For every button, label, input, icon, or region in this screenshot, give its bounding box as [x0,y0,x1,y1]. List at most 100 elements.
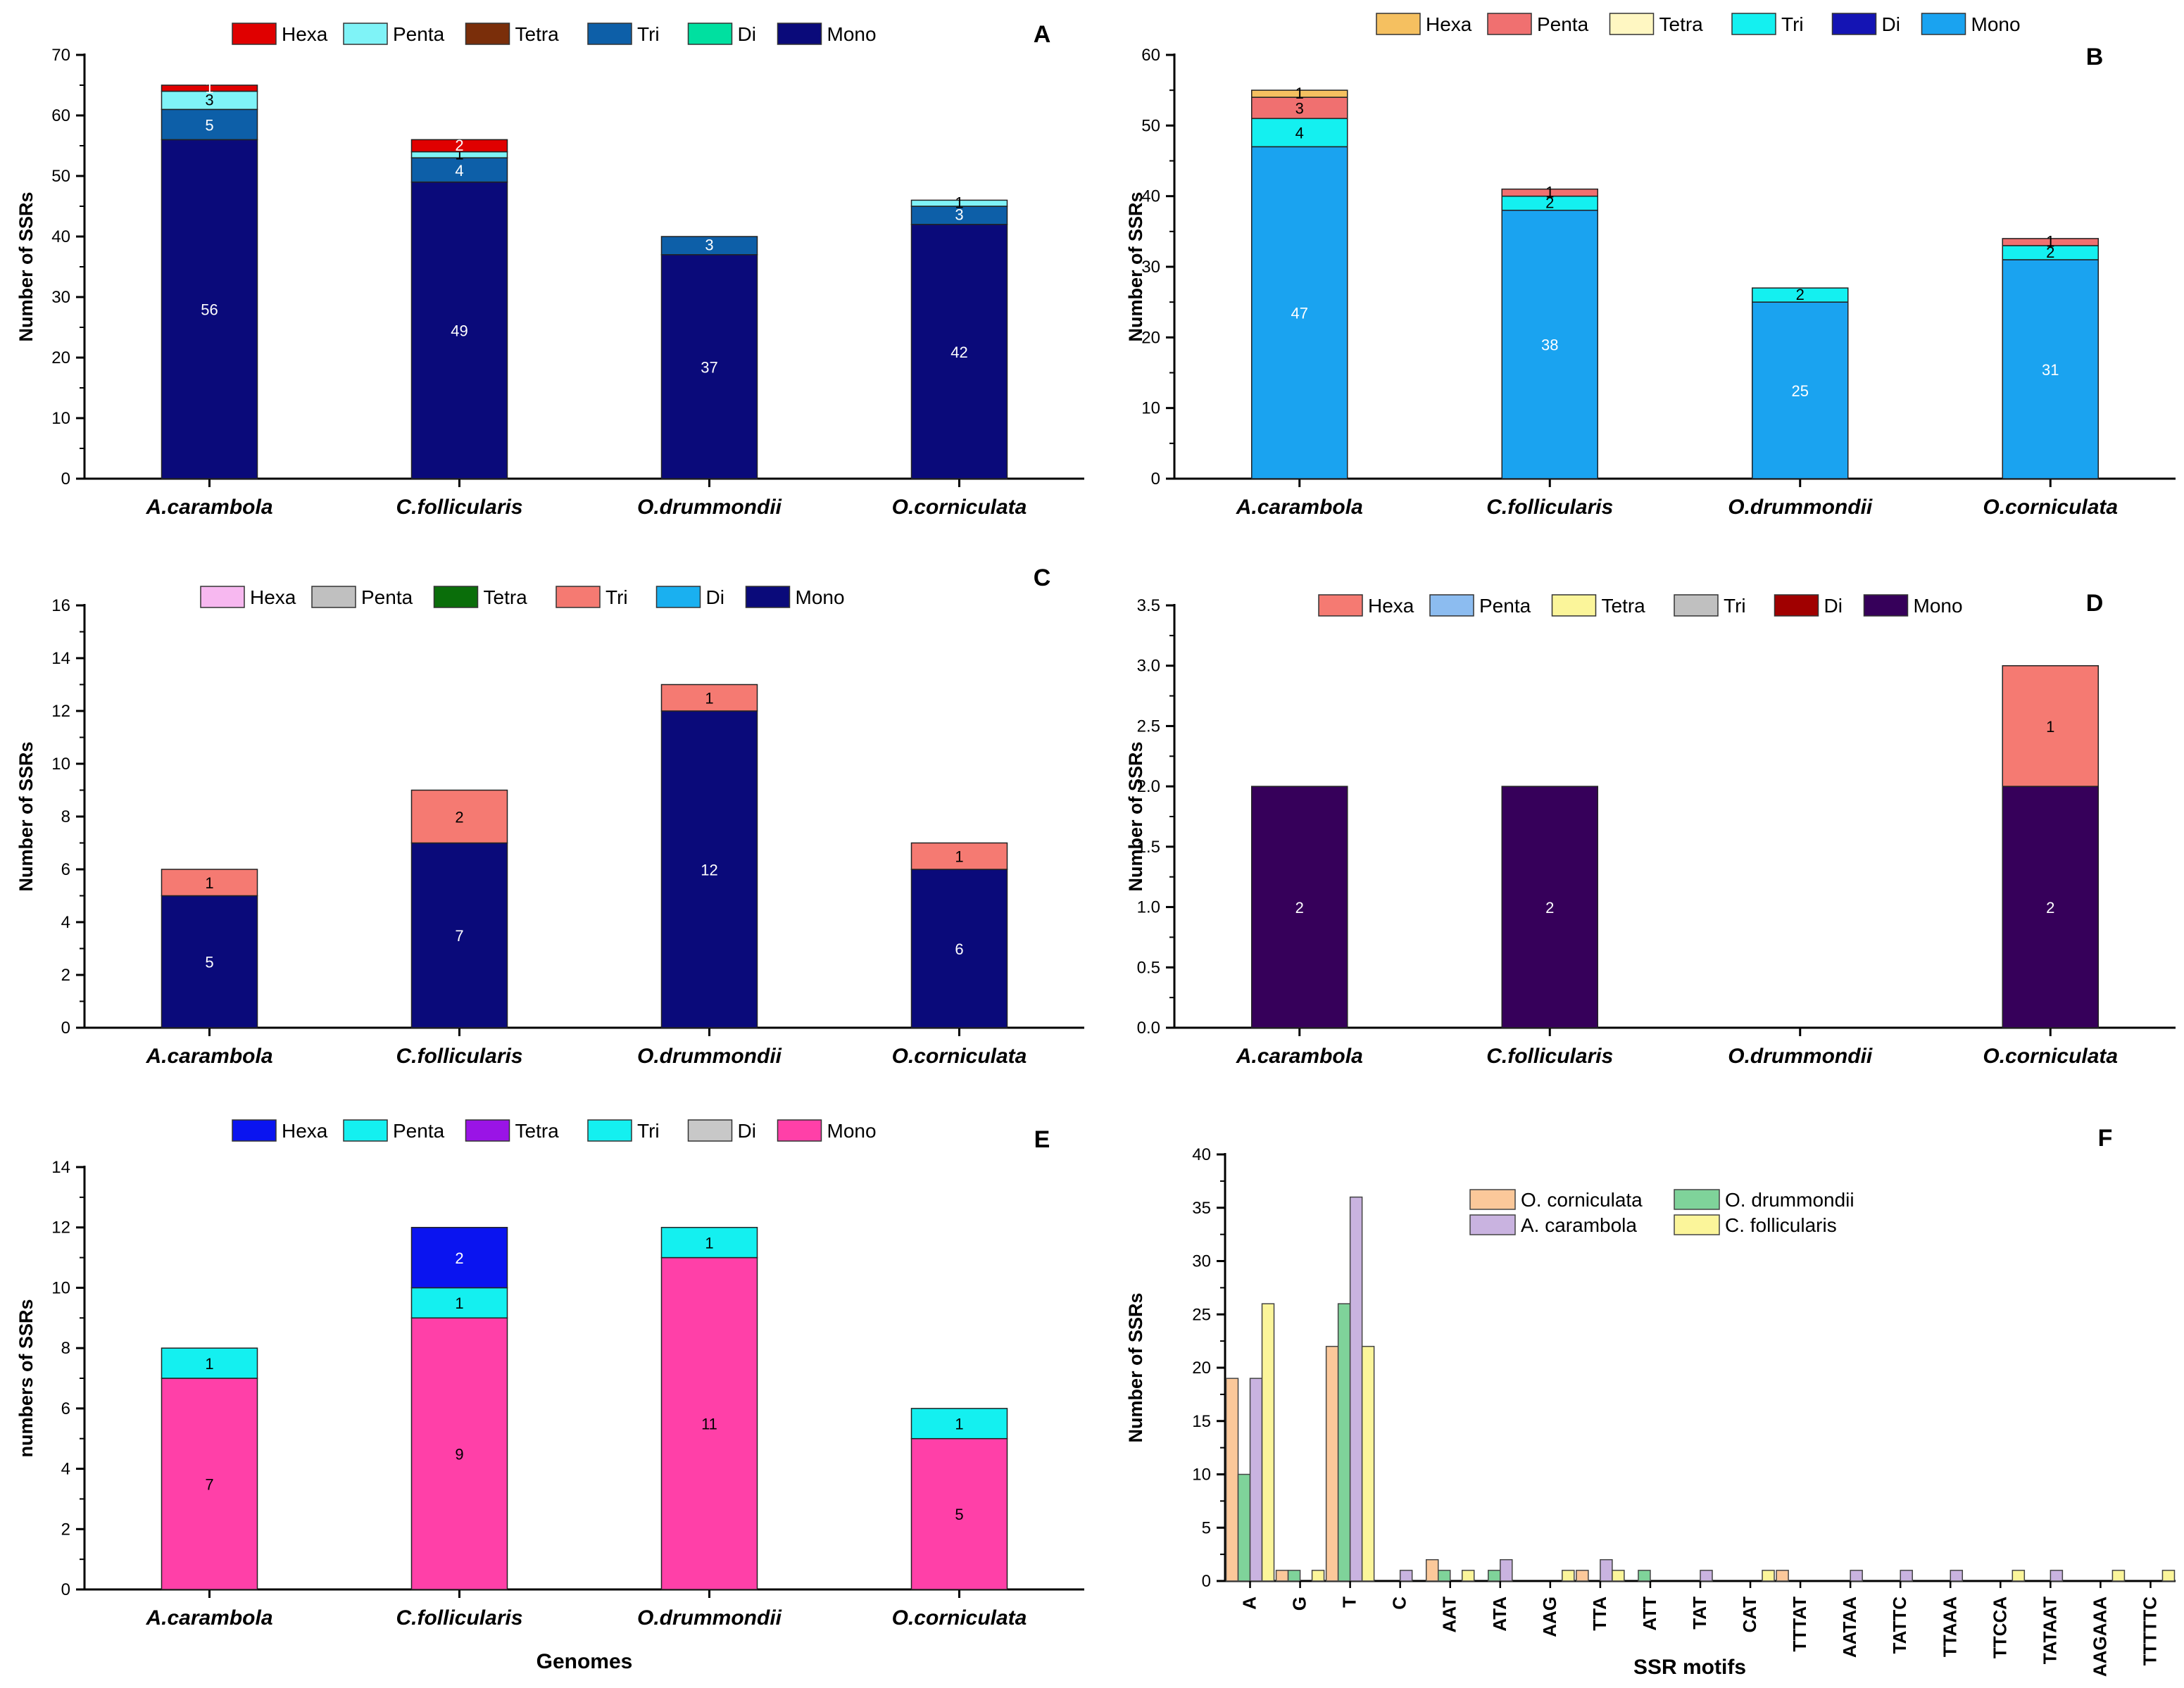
x-tick-label: A.carambola [1236,496,1363,519]
bar-value-label: 5 [205,116,213,134]
bar-c-follicularis [1311,1570,1325,1582]
x-axis-title: Genomes [536,1650,633,1673]
bar-segment-mono [410,181,508,479]
y-tick-label: 30 [1141,258,1160,277]
x-tick-label: AAT [1439,1596,1460,1633]
bar-segment-tri [161,869,258,897]
bar-segment-mono [1501,786,1598,1028]
bar-a-carambola [2050,1570,2064,1582]
legend-label: Penta [361,586,413,608]
legend-swatch [1731,13,1776,35]
bar-value-label: 47 [1291,305,1308,322]
bar-segment-penta [1501,188,1598,197]
bar-segment-mono [1501,209,1598,479]
legend: Hexa Penta Tetra Tri Di Mono [232,23,877,45]
bar-c-follicularis [2161,1570,2176,1582]
y-tick-label: 0 [61,1580,70,1599]
y-tick-label: 16 [51,596,70,615]
legend-label: C. follicularis [1725,1214,1837,1236]
legend: Hexa Penta Tetra Tri Di Mono [1376,13,2021,35]
legend-label: Hexa [1426,13,1472,35]
y-axis-title: Number of SSRs [15,741,37,891]
y-tick-label: 4 [61,913,70,932]
bar-value-label: 1 [955,1416,963,1433]
bar-value-label: 7 [205,1475,213,1493]
bar-value-label: 3 [1295,100,1304,118]
legend-label: Penta [1537,13,1589,35]
y-tick-label: 40 [51,227,70,246]
y-tick-label: 0 [1151,470,1160,489]
panel-letter: F [2098,1125,2113,1152]
bar-value-label: 1 [955,194,963,212]
legend-label: Di [1824,595,1843,617]
bar-value-label: 1 [2046,718,2054,736]
bar-segment-mono [2002,259,2099,479]
bar-segment-mono [410,1317,508,1590]
legend-swatch [1831,13,1877,35]
x-tick-label: C.follicularis [396,1045,522,1068]
legend-label: Hexa [282,23,328,45]
bar-value-label: 42 [950,344,967,361]
bar-c-follicularis [2012,1570,2026,1582]
panel-b: 0 10 20 30 40 50 60 Number of SSRs B Hexa Penta Tet… [1125,13,2176,519]
y-tick-label: 1.5 [1137,838,1160,857]
x-tick-label: O.drummondii [637,496,782,519]
bar-value-label: 1 [455,1295,463,1312]
bar-a-carambola [1600,1558,1613,1582]
legend-label: Tri [1724,595,1746,617]
y-tick-label: 10 [51,409,70,428]
legend-label: Hexa [250,586,296,608]
bar-value-label: 37 [701,358,717,376]
x-tick-label: C [1389,1596,1410,1610]
legend-swatch [1863,594,1909,617]
bar-value-label: 9 [455,1446,463,1463]
bar-value-label: 2 [1545,899,1554,917]
x-tick-label: O.corniculata [892,496,1027,519]
x-tick-label: AATAA [1839,1596,1860,1658]
bar-segment-tri [410,789,508,844]
legend-swatch [1487,13,1532,35]
bar-value-label: 2 [1796,286,1805,303]
legend-label: Tetra [484,586,528,608]
bar-o-drummondii [1237,1473,1251,1582]
bar-segment-penta [910,199,1008,207]
bar-o-corniculata [1275,1570,1289,1582]
bar-segment-mono [1251,146,1348,479]
bar-value-label: 2 [2046,899,2054,917]
bar-value-label: 4 [1295,125,1304,142]
bar-segment-tri [660,684,758,712]
x-tick-label: TTTTTC [2139,1596,2160,1665]
bar-o-drummondii [1488,1570,1501,1582]
bar-segment-mono [660,1256,758,1590]
legend-swatch [1429,594,1474,617]
bar-segment-tri [1752,287,1849,303]
legend-swatch [687,23,733,45]
bar-c-follicularis [1261,1303,1275,1582]
y-tick-label: 3.0 [1137,657,1160,676]
x-tick-label: AAG [1539,1596,1560,1637]
legend-label: Mono [827,23,877,45]
bar-segment-mono [161,895,258,1028]
legend-label: Mono [1971,13,2021,35]
legend-swatch [1469,1189,1516,1210]
bar-segment-mono [660,254,758,479]
bar-value-label: 2 [2046,244,2054,261]
x-tick-label: O.corniculata [892,1606,1027,1630]
y-tick-label: 8 [61,1339,70,1358]
bar-segment-hexa [161,84,258,92]
bar-o-drummondii [1337,1303,1351,1582]
bar-o-corniculata [1425,1558,1439,1582]
legend-swatch [587,23,632,45]
legend-swatch [311,586,356,608]
legend-label: Tetra [1602,595,1646,617]
bar-segment-penta [1251,96,1348,120]
bar-value-label: 3 [705,237,713,254]
y-axis-title: Number of SSRs [1125,191,1146,341]
y-tick-label: 60 [1141,46,1160,65]
y-tick-label: 2.5 [1137,717,1160,736]
bar-a-carambola [1249,1378,1263,1582]
legend-label: Mono [1914,595,1963,617]
x-tick-label: O.drummondii [1728,1045,1873,1068]
legend-label: Tri [637,1120,660,1142]
legend-swatch [655,586,701,608]
